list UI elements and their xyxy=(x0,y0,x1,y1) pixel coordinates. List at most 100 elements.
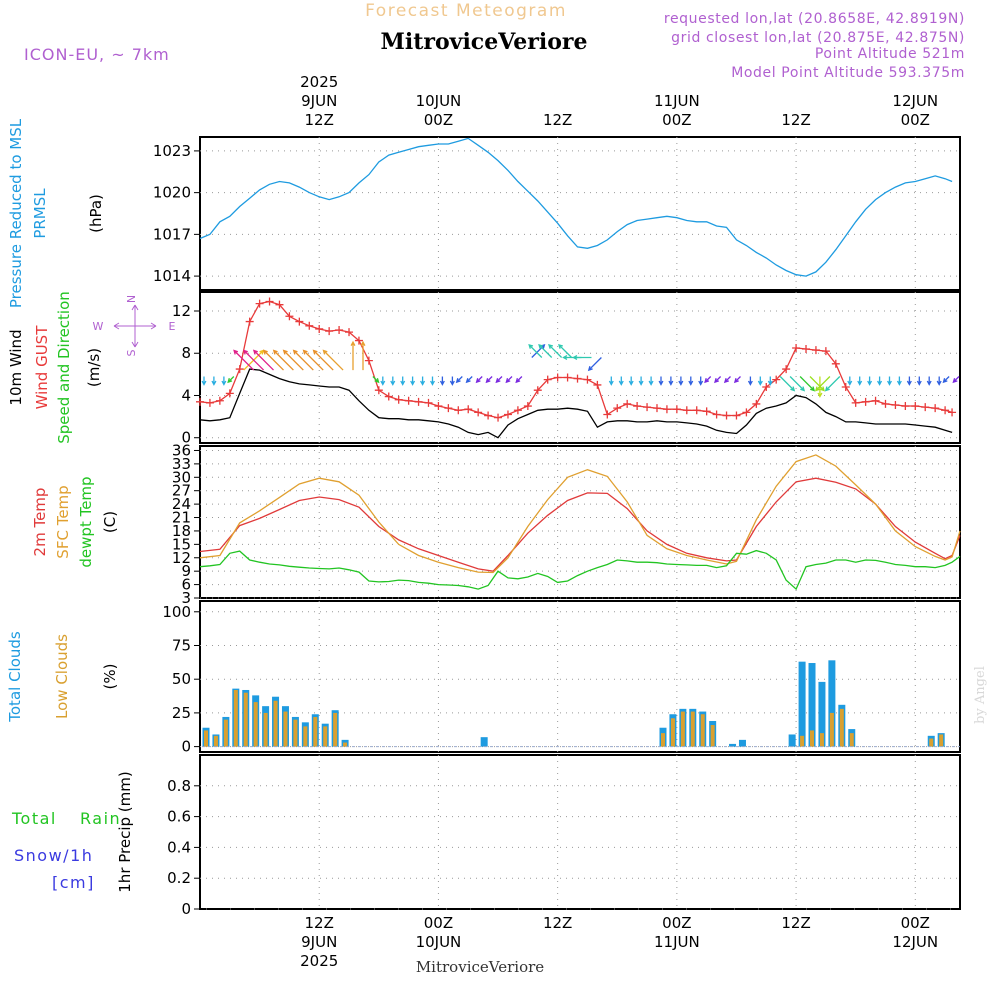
legend-label: [cm] xyxy=(52,873,95,892)
gust-marker xyxy=(553,373,562,382)
panel-pressure: 1014 1017 1020 1023 (hPa) PRMSL Pressure Reduc… xyxy=(7,118,961,308)
wind-direction-arrow xyxy=(779,376,796,392)
gust-marker xyxy=(454,406,463,415)
wind-direction-arrow xyxy=(282,349,304,371)
gust-marker xyxy=(563,373,572,382)
y-tick-label: 9 xyxy=(181,562,191,580)
bar-low-clouds xyxy=(810,730,815,747)
bar-low-clouds xyxy=(849,733,854,747)
time-label: 12JUN xyxy=(892,933,938,951)
wind-direction-arrow xyxy=(400,376,406,386)
bar-low-clouds xyxy=(690,711,695,747)
bar-total-clouds xyxy=(818,681,826,747)
closest-coordinates: grid closest lon,lat (20.875E, 42.875N) xyxy=(671,30,965,46)
gust-marker xyxy=(722,411,731,420)
wind-direction-arrow xyxy=(558,343,573,358)
gust-marker xyxy=(345,328,354,337)
y-tick-label: 100 xyxy=(162,603,191,621)
y-tick-label: 1014 xyxy=(153,267,191,285)
gust-marker xyxy=(643,403,652,412)
bar-low-clouds xyxy=(839,708,844,747)
wind-direction-arrow xyxy=(515,376,523,384)
gust-marker xyxy=(881,399,890,408)
bar-low-clouds xyxy=(313,716,318,747)
gust-marker xyxy=(712,410,721,419)
time-label: 00Z xyxy=(662,111,691,129)
wind-direction-arrow xyxy=(465,376,473,384)
gust-marker xyxy=(494,413,503,422)
panel-clouds: 0 25 50 75 100 (%) Total Clouds Low Clouds xyxy=(6,600,961,756)
legend-label: Total xyxy=(11,809,57,828)
wind-direction-arrow xyxy=(906,376,912,386)
panel-frame xyxy=(199,600,961,753)
wind-direction-arrow xyxy=(495,376,503,384)
time-label: 12Z xyxy=(543,111,572,129)
wind-direction-arrow xyxy=(243,349,265,371)
gust-marker xyxy=(374,386,383,395)
time-label: 12Z xyxy=(305,914,334,932)
gust-marker xyxy=(831,359,840,368)
gust-marker xyxy=(474,408,483,417)
y-tick-label: 1017 xyxy=(153,225,191,243)
panel-frame xyxy=(199,136,961,291)
gust-marker xyxy=(948,408,957,417)
gust-marker xyxy=(523,402,532,411)
gust-marker xyxy=(513,406,522,415)
y-tick-label: 15 xyxy=(172,535,191,553)
gust-marker xyxy=(414,397,423,406)
time-label: 10JUN xyxy=(416,933,462,951)
wind-direction-arrow xyxy=(227,376,235,384)
wind-direction-arrow xyxy=(916,376,922,386)
gust-marker xyxy=(364,356,373,365)
wind-direction-arrow xyxy=(485,376,493,384)
wind-direction-arrow xyxy=(455,376,463,384)
gust-marker xyxy=(931,404,940,413)
wind-direction-arrow xyxy=(233,349,255,371)
bar-low-clouds xyxy=(273,700,278,747)
axis-label: (%) xyxy=(101,664,119,690)
wind-direction-arrow xyxy=(312,349,334,371)
wind-direction-arrow xyxy=(211,376,217,386)
model-altitude: Model Point Altitude 593.375m xyxy=(731,65,965,81)
gust-marker xyxy=(792,343,801,352)
gust-marker xyxy=(315,324,324,333)
bar-low-clouds xyxy=(213,735,218,747)
bar-low-clouds xyxy=(253,702,258,747)
panels: 1014 1017 1020 1023 (hPa) PRMSL Pressure Reduc… xyxy=(6,118,961,918)
compass-label: W xyxy=(93,320,104,333)
wind-direction-arrow xyxy=(857,376,863,386)
wind-direction-arrow xyxy=(799,376,816,392)
bar-low-clouds xyxy=(323,726,328,747)
wind-direction-arrow xyxy=(449,376,455,386)
wind-direction-arrow xyxy=(704,376,712,384)
y-tick-label: 1020 xyxy=(153,184,191,202)
wind-direction-arrow xyxy=(292,349,314,371)
y-tick-label: 18 xyxy=(172,522,191,540)
y-tick-label: 0.4 xyxy=(167,838,191,856)
wind-direction-arrow xyxy=(360,340,366,371)
legend-label: Total Clouds xyxy=(6,631,24,723)
gust-marker xyxy=(772,375,781,384)
wind-direction-arrow xyxy=(714,376,722,384)
bar-low-clouds xyxy=(204,730,208,747)
series-line xyxy=(199,368,953,439)
gust-marker xyxy=(464,405,473,414)
gust-marker xyxy=(623,399,632,408)
panel-wind: 0 4 8 12 (m/s) Wind GUST 10m Wind Speed and Dir… xyxy=(7,291,961,447)
time-label: 12Z xyxy=(305,111,334,129)
bar-low-clouds xyxy=(680,711,685,747)
gust-marker xyxy=(305,321,314,330)
wind-direction-arrow xyxy=(618,376,624,386)
bar-low-clouds xyxy=(343,742,348,747)
time-label: 12Z xyxy=(543,914,572,932)
wind-direction-arrow xyxy=(896,376,902,386)
gust-marker xyxy=(583,375,592,384)
series-line xyxy=(199,137,953,277)
legend-label: Snow/1h xyxy=(14,846,93,865)
y-tick-label: 0.2 xyxy=(167,869,191,887)
y-tick-label: 6 xyxy=(181,576,191,594)
